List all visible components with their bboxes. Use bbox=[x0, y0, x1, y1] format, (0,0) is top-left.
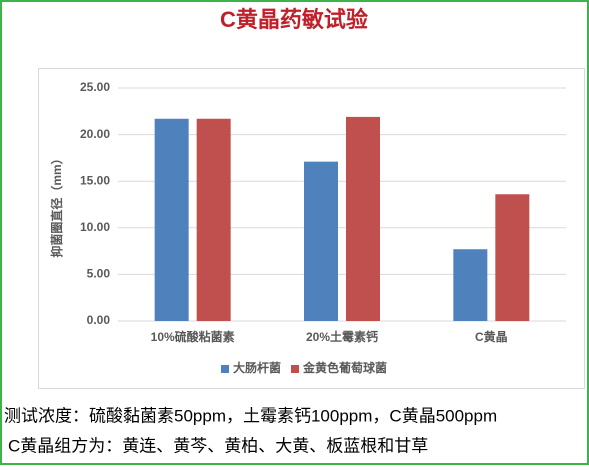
x-tick-label: C黄晶 bbox=[475, 329, 508, 344]
legend-label: 大肠杆菌 bbox=[233, 360, 281, 375]
y-axis-label: 抑菌圈直径（mm） bbox=[49, 152, 64, 257]
y-tick-label: 5.00 bbox=[87, 267, 111, 281]
legend-swatch bbox=[291, 365, 300, 373]
bar bbox=[196, 118, 231, 321]
note: C黄晶组方为：黄连、黄芩、黄柏、大黄、板蓝根和甘草 bbox=[8, 436, 428, 455]
legend-swatch bbox=[221, 365, 229, 373]
y-tick-label: 10.00 bbox=[80, 220, 110, 234]
bar bbox=[154, 118, 189, 321]
y-tick-label: 25.00 bbox=[80, 80, 110, 94]
bar bbox=[495, 194, 530, 321]
note: 测试浓度：硫酸黏菌素50ppm，土霉素钙100ppm，C黄晶500ppm bbox=[4, 406, 497, 425]
x-tick-label: 10%硫酸粘菌素 bbox=[151, 329, 235, 344]
bar bbox=[453, 249, 488, 321]
x-tick-label: 20%土霉素钙 bbox=[306, 329, 378, 344]
chart-title: C黄晶药敏试验 bbox=[220, 7, 368, 32]
bar bbox=[304, 161, 338, 321]
bar bbox=[346, 116, 380, 321]
y-tick-label: 15.00 bbox=[80, 173, 110, 187]
legend-label: 金黄色葡萄球菌 bbox=[302, 360, 387, 375]
y-tick-label: 0.00 bbox=[87, 313, 111, 327]
y-tick-label: 20.00 bbox=[80, 127, 110, 141]
